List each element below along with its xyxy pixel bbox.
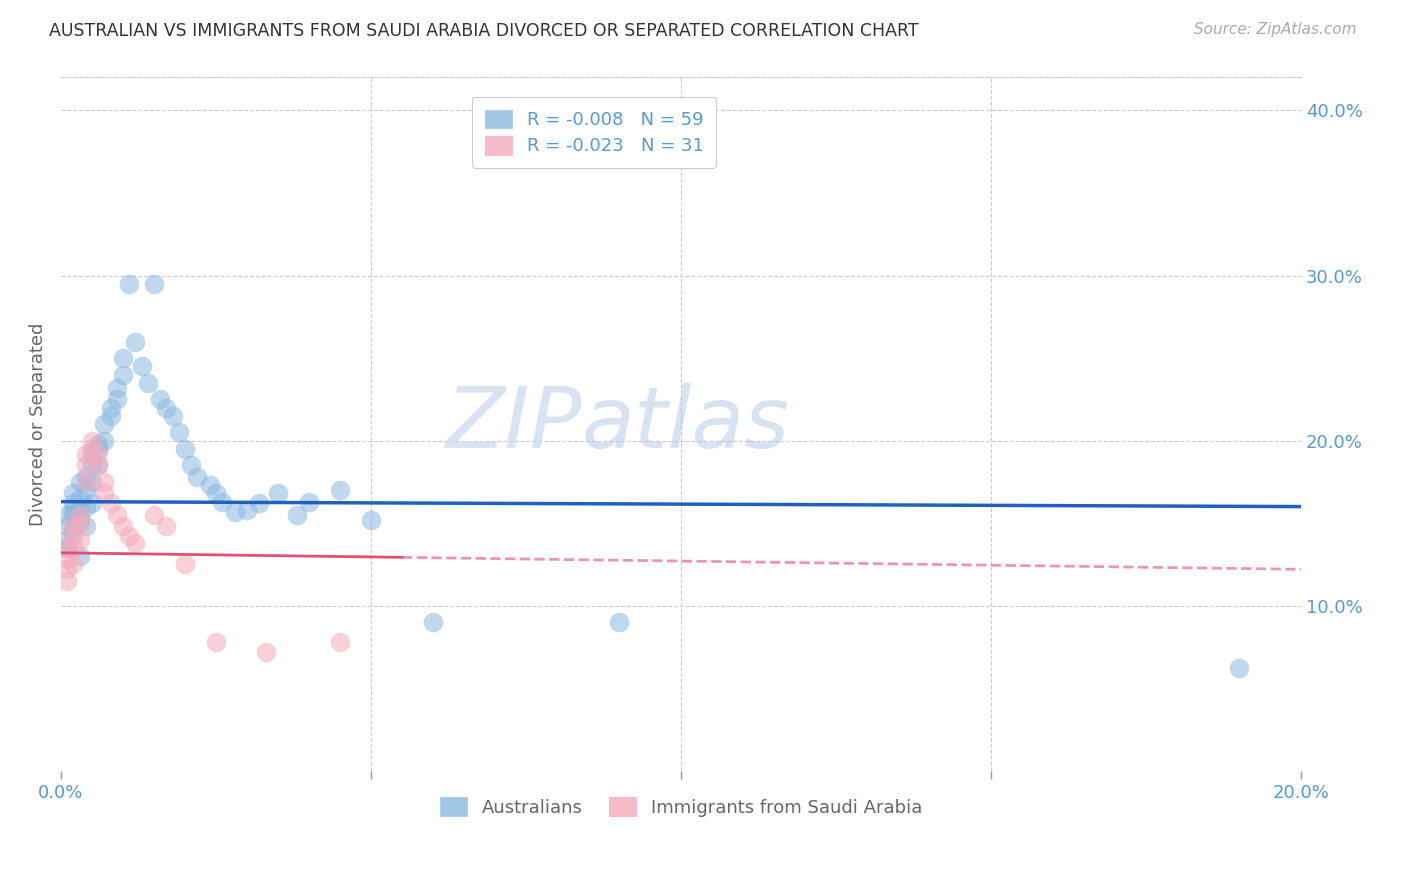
Point bbox=[1227, 661, 1250, 675]
Point bbox=[62, 486, 84, 500]
Point bbox=[607, 615, 630, 629]
Point bbox=[236, 503, 259, 517]
Point bbox=[75, 458, 97, 473]
Point bbox=[56, 541, 79, 555]
Point bbox=[124, 536, 146, 550]
Point bbox=[93, 486, 115, 500]
Point bbox=[105, 508, 128, 522]
Point bbox=[111, 368, 134, 382]
Point bbox=[155, 519, 177, 533]
Point bbox=[93, 417, 115, 431]
Point bbox=[87, 458, 110, 473]
Point bbox=[62, 524, 84, 539]
Point bbox=[56, 508, 79, 522]
Point bbox=[56, 533, 79, 547]
Point bbox=[62, 541, 84, 555]
Point bbox=[247, 496, 270, 510]
Text: ZIP: ZIP bbox=[446, 383, 582, 466]
Point bbox=[198, 478, 221, 492]
Point bbox=[149, 392, 172, 407]
Point bbox=[329, 635, 352, 649]
Point bbox=[254, 645, 277, 659]
Point bbox=[105, 381, 128, 395]
Point bbox=[224, 504, 246, 518]
Legend: Australians, Immigrants from Saudi Arabia: Australians, Immigrants from Saudi Arabi… bbox=[433, 790, 929, 824]
Point bbox=[80, 496, 103, 510]
Text: atlas: atlas bbox=[582, 383, 790, 466]
Point bbox=[62, 519, 84, 533]
Point bbox=[56, 574, 79, 588]
Point bbox=[69, 475, 91, 489]
Point bbox=[62, 508, 84, 522]
Point bbox=[143, 277, 166, 291]
Point bbox=[211, 494, 233, 508]
Point bbox=[75, 519, 97, 533]
Point bbox=[80, 442, 103, 456]
Point bbox=[131, 359, 153, 374]
Point bbox=[111, 351, 134, 365]
Point bbox=[205, 635, 228, 649]
Point bbox=[56, 552, 79, 566]
Point bbox=[118, 529, 141, 543]
Point bbox=[186, 470, 208, 484]
Point bbox=[75, 475, 97, 489]
Point bbox=[62, 496, 84, 510]
Point bbox=[75, 483, 97, 497]
Point bbox=[155, 401, 177, 415]
Point bbox=[69, 491, 91, 506]
Point bbox=[118, 277, 141, 291]
Point bbox=[87, 458, 110, 473]
Point bbox=[143, 508, 166, 522]
Y-axis label: Divorced or Separated: Divorced or Separated bbox=[30, 322, 46, 525]
Point bbox=[162, 409, 184, 423]
Point bbox=[100, 409, 122, 423]
Point bbox=[360, 513, 382, 527]
Text: AUSTRALIAN VS IMMIGRANTS FROM SAUDI ARABIA DIVORCED OR SEPARATED CORRELATION CHA: AUSTRALIAN VS IMMIGRANTS FROM SAUDI ARAB… bbox=[49, 22, 920, 40]
Point bbox=[93, 475, 115, 489]
Point bbox=[93, 434, 115, 448]
Point bbox=[298, 494, 321, 508]
Point bbox=[329, 483, 352, 497]
Point bbox=[69, 533, 91, 547]
Point bbox=[124, 334, 146, 349]
Point bbox=[62, 503, 84, 517]
Point bbox=[285, 508, 308, 522]
Point bbox=[174, 558, 197, 572]
Point bbox=[167, 425, 190, 440]
Point bbox=[56, 519, 79, 533]
Point bbox=[87, 442, 110, 456]
Point bbox=[80, 447, 103, 461]
Point bbox=[75, 447, 97, 461]
Point bbox=[105, 392, 128, 407]
Point bbox=[180, 458, 202, 473]
Point bbox=[100, 496, 122, 510]
Point bbox=[422, 615, 444, 629]
Point bbox=[136, 376, 159, 390]
Point bbox=[69, 516, 91, 530]
Point bbox=[80, 458, 103, 473]
Text: Source: ZipAtlas.com: Source: ZipAtlas.com bbox=[1194, 22, 1357, 37]
Point bbox=[87, 447, 110, 461]
Point bbox=[56, 541, 79, 555]
Point bbox=[62, 558, 84, 572]
Point bbox=[100, 401, 122, 415]
Point bbox=[69, 508, 91, 522]
Point bbox=[69, 513, 91, 527]
Point bbox=[205, 486, 228, 500]
Point bbox=[56, 562, 79, 576]
Point bbox=[80, 434, 103, 448]
Point bbox=[69, 503, 91, 517]
Point bbox=[80, 475, 103, 489]
Point bbox=[111, 519, 134, 533]
Point bbox=[69, 549, 91, 563]
Point bbox=[87, 437, 110, 451]
Point bbox=[75, 500, 97, 514]
Point bbox=[75, 470, 97, 484]
Point bbox=[62, 529, 84, 543]
Point bbox=[174, 442, 197, 456]
Point bbox=[267, 486, 290, 500]
